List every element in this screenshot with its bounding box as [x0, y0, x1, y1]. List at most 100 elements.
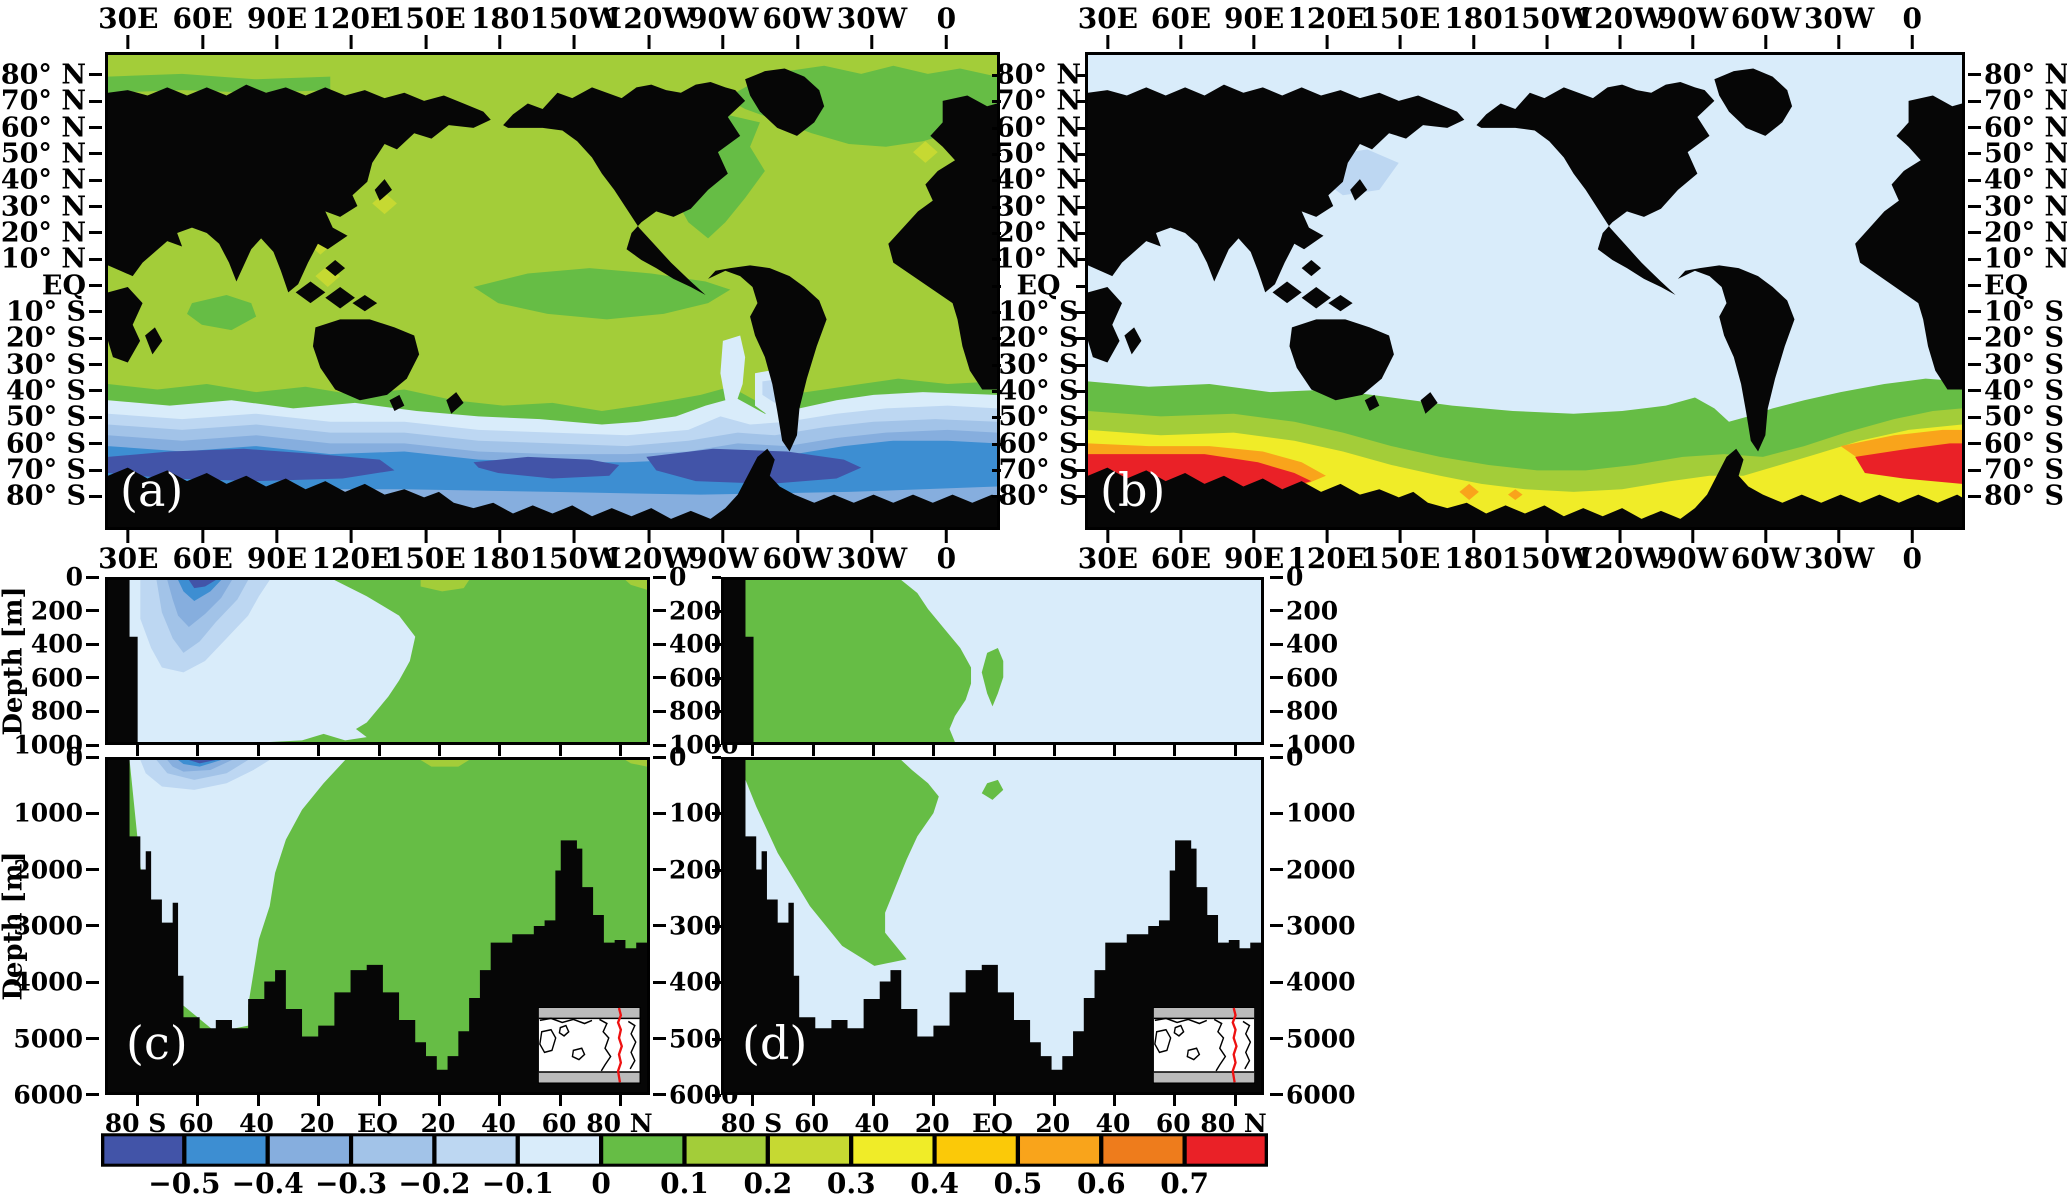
lon-tick-label: 90E: [246, 542, 308, 575]
panel-b-contour-map: [1088, 55, 1962, 527]
colorbar-cell-9: [849, 1133, 937, 1167]
section-lat-label: 20: [1035, 1109, 1071, 1138]
lat-tick-label: 40° S: [998, 375, 1079, 407]
panel-c-lower-blue5: [188, 760, 216, 764]
lon-tick-label: 30W: [836, 2, 908, 35]
panel-a-bottom-lon-axis: 30E 60E 90E 120E 150E 180 150W 120W 90W 60W 30W 0: [98, 530, 1000, 576]
depth-tick-label: 5000: [1286, 1024, 1356, 1054]
panel-d-lat-axis: 80 S 60 40 20 EQ 20 40 60 80 N: [721, 1095, 1267, 1138]
panel-c-upper-blue3: [167, 580, 232, 627]
depth-tick-label: 600: [1286, 663, 1339, 693]
depth-axis-label: Depth [m]: [0, 586, 30, 736]
lat-tick-label: 60° N: [995, 112, 1082, 144]
lon-tick-label: 90W: [688, 542, 759, 575]
lon-tick-label: 120E: [311, 542, 392, 575]
panel-b-bottom-lon-axis: 30E 60E 90E 120E 150E 180 150W 120W 90W 60W 30W 0: [1078, 530, 1965, 576]
colorbar-cell-6: [599, 1133, 687, 1167]
section-lat-label: 40: [1095, 1109, 1131, 1138]
depth-tick-label: 1000: [1286, 798, 1356, 828]
panel-c-upper-shelf: [108, 580, 138, 742]
panel-c-upper-blue4: [178, 580, 222, 602]
depth-tick-label: 0: [65, 742, 83, 772]
lon-tick-label: 60W: [1730, 542, 1802, 575]
lon-tick-label: 60E: [172, 2, 233, 35]
section-lat-label: 40: [854, 1109, 890, 1138]
lon-tick-label: 150E: [385, 2, 466, 35]
lon-tick-label: 120W: [1574, 542, 1665, 575]
lon-tick-label: 180: [470, 2, 530, 35]
depth-tick-label: 0: [1286, 562, 1304, 592]
colorbar-tick-label: −0.3: [314, 1167, 388, 1200]
depth-tick-label: 4000: [13, 967, 83, 997]
colorbar-tick-label: 0.4: [910, 1167, 959, 1200]
lat-tick-label: 30° N: [995, 191, 1082, 223]
colorbar-cell-1: [182, 1133, 270, 1167]
section-lat-label: EQ: [357, 1109, 398, 1138]
depth-tick-label: 0: [65, 562, 83, 592]
panel-c-upper-section: [105, 577, 650, 745]
section-lat-label: 60: [178, 1109, 214, 1138]
lon-tick-label: 30E: [1077, 2, 1139, 35]
section-lat-label: 80 N: [586, 1109, 653, 1138]
lon-tick-label: 120W: [603, 2, 694, 35]
depth-tick-label: 800: [1286, 696, 1339, 726]
depth-tick-label: 200: [1286, 596, 1339, 626]
panel-c-upper-depth-title: Depth [m]: [0, 577, 30, 745]
panel-c-upper-right-depth-axis: 0 200 400 600 800 1000: [652, 563, 739, 760]
lon-tick-label: 180: [1444, 542, 1503, 575]
lon-tick-label: 150E: [385, 542, 466, 575]
lon-tick-label: 0: [936, 542, 957, 575]
depth-tick-label: 2000: [1286, 855, 1356, 885]
mid-lat-ticks-left: 80° N70° N60° N50° N40° N30° N20° N10° N…: [992, 52, 1001, 530]
section-lat-label: 80 S: [104, 1109, 167, 1138]
panel-d-inset-locator-map: [1152, 1007, 1255, 1084]
section-lat-label: 60: [1155, 1109, 1191, 1138]
lat-tick-label: 70° S: [998, 454, 1079, 486]
depth-tick-label: 4000: [1286, 967, 1356, 997]
lat-tick-label: EQ: [1016, 270, 1061, 302]
lon-tick-label: 60W: [1730, 2, 1802, 35]
panel-b-right-lat-axis: 80° N 70° N 60° N 50° N 40° N 30° N 20° N 10° N…: [1967, 52, 2067, 530]
colorbar-cell-7: [682, 1133, 770, 1167]
panel-d-bathymetry: [724, 760, 1261, 1092]
depth-tick-label: 6000: [13, 1080, 83, 1110]
colorbar-tick-label: −0.2: [398, 1167, 471, 1200]
depth-tick-label: 0: [669, 742, 687, 772]
panel-c-upper-ylg-spots: [420, 580, 647, 592]
panel-d-upper-section: [721, 577, 1264, 745]
panel-b-top-lon-axis: 30E 60E 90E 120E 150E 180 150W 120W 90W 60W 30W 0: [1078, 2, 1965, 38]
depth-tick-label: 800: [30, 696, 83, 726]
panel-c-lower-pale-blue: [129, 760, 346, 1033]
panel-c-upper-left-depth-axis: 0 200 400 600 800 1000: [13, 563, 100, 760]
lon-tick-label: 30E: [1077, 542, 1139, 575]
panel-d-upper-green: [724, 580, 1004, 742]
section-lat-label: EQ: [972, 1109, 1013, 1138]
colorbar-cell-11: [1015, 1133, 1104, 1167]
section-lat-label: 20: [299, 1109, 335, 1138]
panel-c-bathymetry: [108, 760, 647, 1092]
mid-lat-ticks-right: 80° N70° N60° N50° N40° N30° N20° N10° N…: [1076, 52, 1085, 530]
depth-tick-label: 600: [30, 663, 83, 693]
lon-tick-label: 60W: [762, 542, 833, 575]
colorbar-cell-8: [765, 1133, 854, 1167]
lon-tick-label: 90E: [1223, 542, 1285, 575]
lat-tick-label: 40° N: [995, 164, 1082, 196]
lat-tick-label: 50° N: [995, 138, 1082, 170]
panel-d-lower-green: [724, 760, 1004, 966]
colorbar-cell-4: [432, 1133, 520, 1167]
depth-tick-label: 3000: [13, 911, 83, 941]
lon-tick-label: 90W: [1657, 542, 1729, 575]
section-lat-label: 60: [794, 1109, 830, 1138]
lon-tick-label: 60E: [172, 542, 233, 575]
panel-a-tag: (a): [120, 463, 184, 517]
panel-d-upper-contours: [724, 580, 1261, 742]
colorbar-tick-label: 0.5: [993, 1167, 1043, 1200]
lon-tick-label: 120E: [311, 2, 392, 35]
lon-tick-label: 60E: [1150, 542, 1212, 575]
panel-c-lower-ylg-spots: [420, 760, 647, 767]
